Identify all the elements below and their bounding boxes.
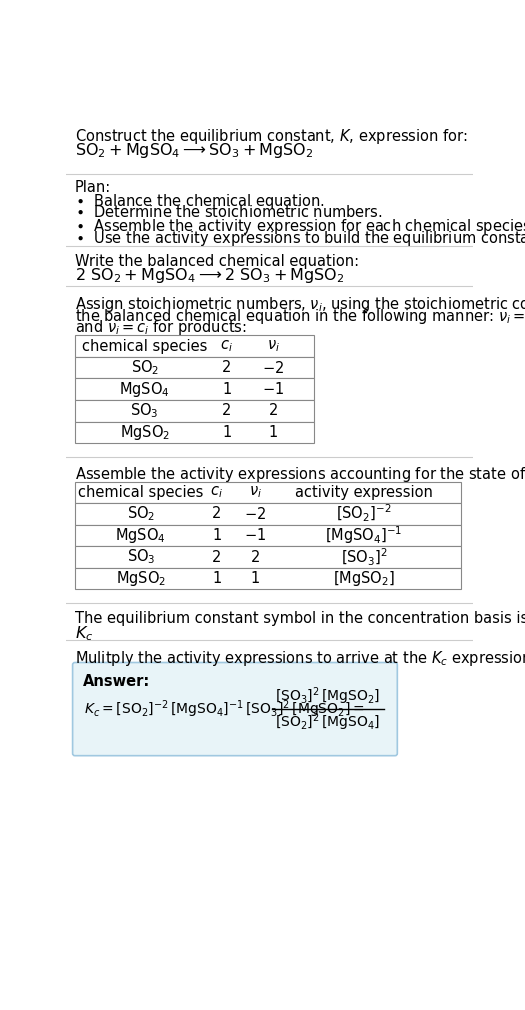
Text: $[\mathrm{MgSO_2}]$: $[\mathrm{MgSO_2}]$: [333, 569, 395, 588]
Text: $-2$: $-2$: [262, 360, 285, 376]
Text: $\bullet$  Use the activity expressions to build the equilibrium constant expres: $\bullet$ Use the activity expressions t…: [75, 229, 525, 248]
Text: $\mathrm{SO_3}$: $\mathrm{SO_3}$: [127, 547, 155, 567]
Bar: [75, 524, 461, 546]
Text: Construct the equilibrium constant, $K$, expression for:: Construct the equilibrium constant, $K$,…: [75, 127, 468, 146]
Text: 1: 1: [212, 571, 222, 586]
Text: $-1$: $-1$: [262, 381, 285, 397]
Text: 1: 1: [212, 528, 222, 543]
Text: 2: 2: [251, 549, 260, 565]
Text: $\mathrm{MgSO_4}$: $\mathrm{MgSO_4}$: [119, 380, 170, 399]
Text: Mulitply the activity expressions to arrive at the $K_c$ expression:: Mulitply the activity expressions to arr…: [75, 649, 525, 669]
Text: 2: 2: [212, 506, 222, 521]
Text: $K_c = [\mathrm{SO_2}]^{-2}\,[\mathrm{MgSO_4}]^{-1}\,[\mathrm{SO_3}]^2\,[\mathrm: $K_c = [\mathrm{SO_2}]^{-2}\,[\mathrm{Mg…: [84, 699, 365, 720]
FancyBboxPatch shape: [72, 663, 397, 755]
Text: 2: 2: [269, 403, 278, 418]
Text: chemical species: chemical species: [78, 485, 204, 500]
Text: Assemble the activity expressions accounting for the state of matter and $\nu_i$: Assemble the activity expressions accoun…: [75, 465, 525, 484]
Text: 1: 1: [222, 425, 232, 439]
Text: 2: 2: [222, 403, 232, 418]
Bar: [75, 357, 313, 379]
Text: $K_c$: $K_c$: [75, 624, 93, 642]
Bar: [75, 482, 461, 503]
Text: $\mathrm{MgSO_4}$: $\mathrm{MgSO_4}$: [116, 526, 166, 545]
Text: activity expression: activity expression: [295, 485, 433, 500]
Bar: [75, 546, 461, 568]
Text: Write the balanced chemical equation:: Write the balanced chemical equation:: [75, 254, 359, 269]
Text: $\mathrm{SO_2}$: $\mathrm{SO_2}$: [127, 505, 155, 523]
Text: 2: 2: [212, 549, 222, 565]
Text: $\bullet$  Assemble the activity expression for each chemical species.: $\bullet$ Assemble the activity expressi…: [75, 217, 525, 235]
Text: $c_i$: $c_i$: [220, 338, 233, 354]
Text: Assign stoichiometric numbers, $\nu_i$, using the stoichiometric coefficients, $: Assign stoichiometric numbers, $\nu_i$, …: [75, 295, 525, 314]
Text: and $\nu_i = c_i$ for products:: and $\nu_i = c_i$ for products:: [75, 318, 247, 337]
Text: Answer:: Answer:: [82, 674, 150, 689]
Bar: [75, 400, 313, 421]
Text: $-1$: $-1$: [245, 527, 267, 543]
Text: Plan:: Plan:: [75, 180, 111, 195]
Text: $[\mathrm{MgSO_4}]^{-1}$: $[\mathrm{MgSO_4}]^{-1}$: [326, 524, 403, 546]
Text: $-2$: $-2$: [245, 506, 267, 522]
Text: The equilibrium constant symbol in the concentration basis is:: The equilibrium constant symbol in the c…: [75, 611, 525, 626]
Bar: [75, 503, 461, 524]
Text: 2: 2: [222, 361, 232, 375]
Text: $[\mathrm{SO_2}]^{-2}$: $[\mathrm{SO_2}]^{-2}$: [337, 503, 392, 524]
Text: $[\mathrm{SO_3}]^2$: $[\mathrm{SO_3}]^2$: [341, 546, 387, 568]
Text: chemical species: chemical species: [82, 338, 207, 354]
Bar: [75, 568, 461, 590]
Text: 1: 1: [269, 425, 278, 439]
Text: $\mathrm{MgSO_2}$: $\mathrm{MgSO_2}$: [120, 423, 170, 441]
Text: $\bullet$  Balance the chemical equation.: $\bullet$ Balance the chemical equation.: [75, 192, 325, 211]
Text: the balanced chemical equation in the following manner: $\nu_i = -c_i$ for react: the balanced chemical equation in the fo…: [75, 307, 525, 326]
Bar: [75, 379, 313, 400]
Text: 1: 1: [222, 382, 232, 397]
Bar: [75, 335, 313, 357]
Text: $\mathrm{SO_2 + MgSO_4 \longrightarrow SO_3 + MgSO_2}$: $\mathrm{SO_2 + MgSO_4 \longrightarrow S…: [75, 141, 313, 161]
Text: $c_i$: $c_i$: [211, 485, 223, 500]
Text: $[\mathrm{SO_3}]^2\,[\mathrm{MgSO_2}]$: $[\mathrm{SO_3}]^2\,[\mathrm{MgSO_2}]$: [275, 686, 380, 707]
Text: $\mathrm{SO_2}$: $\mathrm{SO_2}$: [131, 359, 159, 377]
Text: $\bullet$  Determine the stoichiometric numbers.: $\bullet$ Determine the stoichiometric n…: [75, 204, 383, 220]
Text: 1: 1: [251, 571, 260, 586]
Text: $\mathrm{2\ SO_2 + MgSO_4 \longrightarrow 2\ SO_3 + MgSO_2}$: $\mathrm{2\ SO_2 + MgSO_4 \longrightarro…: [75, 266, 344, 285]
Text: $[\mathrm{SO_2}]^2\,[\mathrm{MgSO_4}]$: $[\mathrm{SO_2}]^2\,[\mathrm{MgSO_4}]$: [275, 712, 380, 733]
Text: $\nu_i$: $\nu_i$: [249, 485, 262, 500]
Text: $\mathrm{MgSO_2}$: $\mathrm{MgSO_2}$: [116, 569, 166, 588]
Text: $\nu_i$: $\nu_i$: [267, 338, 280, 354]
Text: $\mathrm{SO_3}$: $\mathrm{SO_3}$: [130, 401, 159, 420]
Bar: [75, 421, 313, 443]
